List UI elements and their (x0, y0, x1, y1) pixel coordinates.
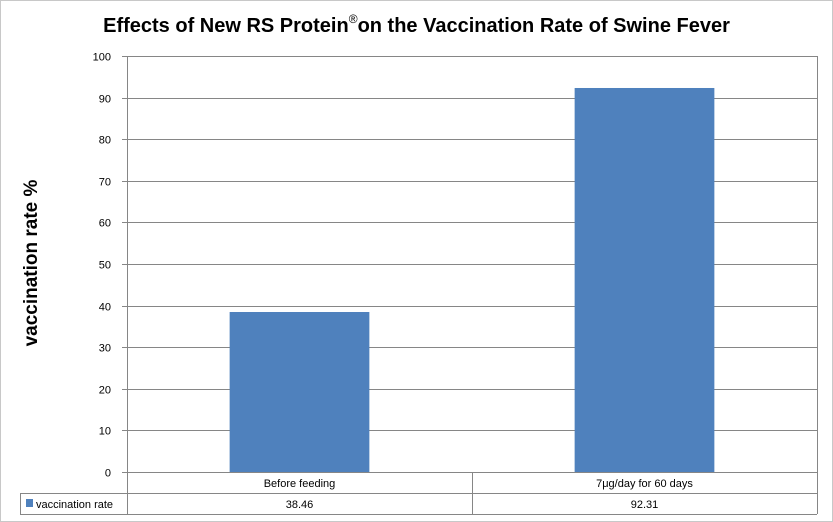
y-tick-label: 10 (99, 426, 111, 438)
data-table-value: 38.46 (286, 499, 314, 511)
chart-title: Effects of New RS Protein®on the Vaccina… (0, 12, 833, 38)
bar (229, 312, 370, 472)
title-text: Effects of New RS Protein (103, 15, 349, 37)
y-tick-label: 80 (99, 135, 111, 147)
y-tick-label: 70 (99, 177, 111, 189)
y-tick-label: 0 (105, 468, 111, 480)
y-tick-label: 100 (93, 52, 111, 64)
legend-label: vaccination rate (36, 499, 113, 511)
data-table-value: 92.31 (631, 499, 659, 511)
x-category-label: 7μg/day for 60 days (596, 478, 693, 490)
registered-mark: ® (348, 12, 358, 26)
y-tick-label: 60 (99, 218, 111, 230)
title-suffix: on the Vaccination Rate of Swine Fever (357, 15, 730, 37)
y-tick-label: 50 (99, 260, 111, 272)
x-category-label: Before feeding (264, 478, 336, 490)
legend-swatch (26, 499, 33, 507)
y-tick-label: 40 (99, 302, 111, 314)
y-tick-label: 90 (99, 94, 111, 106)
bar (574, 87, 715, 472)
y-tick-label: 30 (99, 343, 111, 355)
y-tick-label: 20 (99, 385, 111, 397)
